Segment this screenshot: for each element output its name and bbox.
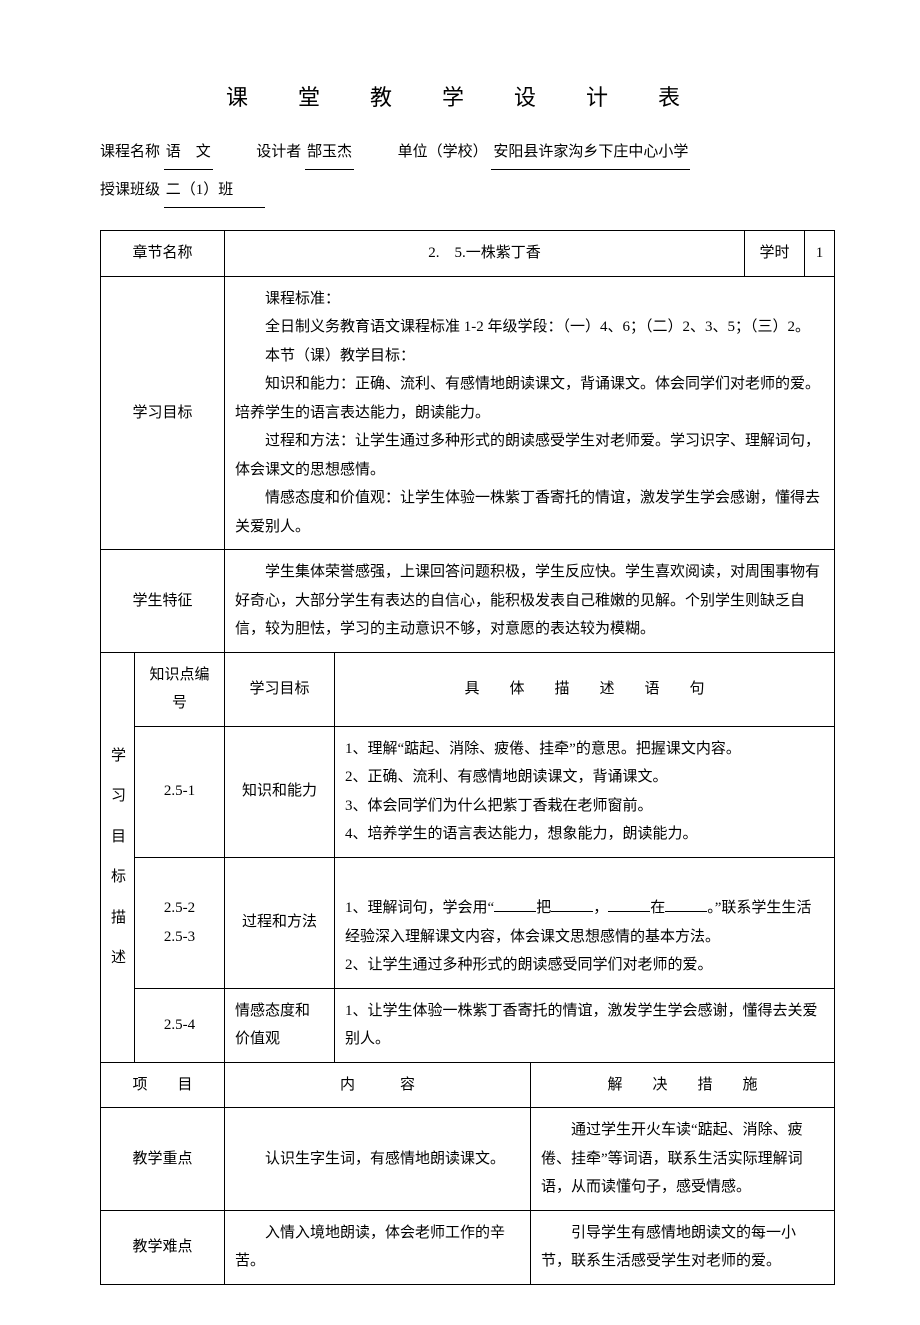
obj-2: 过程和方法	[225, 857, 335, 988]
desc-2-pre: 1、理解词句，学会用“	[345, 900, 494, 916]
section-label: 章节名称	[101, 231, 225, 277]
designer-value: 郜玉杰	[305, 136, 354, 170]
student-text-cell: 学生集体荣誉感强，上课回答问题积极，学生反应快。学生喜欢阅读，对周围事物有好奇心…	[225, 550, 835, 653]
goal-label: 学习目标	[101, 276, 225, 550]
row-keypoint: 教学重点 认识生字生词，有感情地朗读课文。 通过学生开火车读“踮起、消除、疲倦、…	[101, 1108, 835, 1211]
objdesc-side: 学 习 目 标 描 述	[101, 652, 135, 1062]
content-difficulty: 入情入境地朗读，体会老师工作的辛苦。	[235, 1219, 520, 1276]
unit-value: 安阳县许家沟乡下庄中心小学	[491, 136, 690, 170]
side-char-1: 习	[111, 776, 124, 817]
blank-1	[494, 896, 536, 912]
designer-label: 设计者	[256, 144, 301, 160]
class-label: 授课班级	[100, 182, 160, 198]
desc-2-text: 1、理解词句，学会用“把，在。”联系学生生活经验深入理解课文内容，体会课文思想感…	[345, 866, 824, 980]
content-difficulty-cell: 入情入境地朗读，体会老师工作的辛苦。	[225, 1210, 531, 1284]
measure-keypoint: 通过学生开火车读“踮起、消除、疲倦、挂牵”等词语，联系生活实际理解词语，从而读懂…	[541, 1116, 824, 1202]
goal-p4: 知识和能力：正确、流利、有感情地朗读课文，背诵课文。体会同学们对老师的爱。培养学…	[235, 370, 824, 427]
obj-3: 情感态度和价值观	[225, 988, 335, 1062]
goal-p1: 课程标准：	[235, 285, 824, 314]
row-goal: 学习目标 课程标准： 全日制义务教育语文课程标准 1-2 年级学段：（一）4、6…	[101, 276, 835, 550]
goal-text: 课程标准： 全日制义务教育语文课程标准 1-2 年级学段：（一）4、6；（二）2…	[225, 276, 835, 550]
row-objdesc-header: 学 习 目 标 描 述 知识点编 号 学习目标 具 体 描 述 语 句	[101, 652, 835, 726]
desc-2-m2: ，	[593, 900, 608, 916]
design-table: 章节名称 2. 5.一株紫丁香 学时 1 学习目标 课程标准： 全日制义务教育语…	[100, 230, 835, 1285]
col-content: 内 容	[225, 1062, 531, 1108]
col-item: 项 目	[101, 1062, 225, 1108]
col-measure: 解 决 措 施	[531, 1062, 835, 1108]
content-keypoint: 认识生字生词，有感情地朗读课文。	[235, 1145, 520, 1174]
measure-difficulty-cell: 引导学生有感情地朗读文的每一小节，联系生活感受学生对老师的爱。	[531, 1210, 835, 1284]
blank-3	[608, 896, 650, 912]
desc-3-text: 1、让学生体验一株紫丁香寄托的情谊，激发学生学会感谢，懂得去关爱别人。	[345, 997, 824, 1054]
goal-p2: 全日制义务教育语文课程标准 1-2 年级学段：（一）4、6；（二）2、3、5；（…	[235, 313, 824, 342]
goal-p6: 情感态度和价值观：让学生体验一株紫丁香寄托的情谊，激发学生学会感谢，懂得去关爱别…	[235, 484, 824, 541]
section-value: 2. 5.一株紫丁香	[225, 231, 745, 277]
measure-keypoint-cell: 通过学生开火车读“踮起、消除、疲倦、挂牵”等词语，联系生活实际理解词语，从而读懂…	[531, 1108, 835, 1211]
row-difficulty: 教学难点 入情入境地朗读，体会老师工作的辛苦。 引导学生有感情地朗读文的每一小节…	[101, 1210, 835, 1284]
desc-1: 1、理解“踮起、消除、疲倦、挂牵”的意思。把握课文内容。 2、正确、流利、有感情…	[335, 726, 835, 857]
side-char-5: 述	[111, 938, 124, 979]
kp-3: 2.5-4	[135, 988, 225, 1062]
meta-line-1: 课程名称 语 文 设计者 郜玉杰 单位（学校） 安阳县许家沟乡下庄中心小学	[100, 136, 820, 170]
blank-2	[551, 896, 593, 912]
student-label: 学生特征	[101, 550, 225, 653]
measure-difficulty: 引导学生有感情地朗读文的每一小节，联系生活感受学生对老师的爱。	[541, 1219, 824, 1276]
col-desc: 具 体 描 述 语 句	[335, 652, 835, 726]
hours-value: 1	[805, 231, 835, 277]
class-value: 二（1）班	[164, 174, 266, 208]
student-text: 学生集体荣誉感强，上课回答问题积极，学生反应快。学生喜欢阅读，对周围事物有好奇心…	[235, 558, 824, 644]
side-char-0: 学	[111, 736, 124, 777]
blank-4	[665, 896, 707, 912]
obj-1: 知识和能力	[225, 726, 335, 857]
goal-p3: 本节（课）教学目标：	[235, 342, 824, 371]
row-objdesc-1: 2.5-1 知识和能力 1、理解“踮起、消除、疲倦、挂牵”的意思。把握课文内容。…	[101, 726, 835, 857]
col-obj: 学习目标	[225, 652, 335, 726]
desc-1-text: 1、理解“踮起、消除、疲倦、挂牵”的意思。把握课文内容。 2、正确、流利、有感情…	[345, 735, 824, 849]
meta-line-2: 授课班级 二（1）班	[100, 174, 820, 208]
kp-1: 2.5-1	[135, 726, 225, 857]
desc-2-m1: 把	[536, 900, 551, 916]
row-student: 学生特征 学生集体荣誉感强，上课回答问题积极，学生反应快。学生喜欢阅读，对周围事…	[101, 550, 835, 653]
side-char-2: 目	[111, 817, 124, 858]
side-char-4: 描	[111, 898, 124, 939]
course-value: 语 文	[164, 136, 213, 170]
row-section: 章节名称 2. 5.一株紫丁香 学时 1	[101, 231, 835, 277]
desc-2-m3: 在	[650, 900, 665, 916]
hours-label: 学时	[745, 231, 805, 277]
col-kp: 知识点编 号	[135, 652, 225, 726]
row-bottom-header: 项 目 内 容 解 决 措 施	[101, 1062, 835, 1108]
unit-label: 单位（学校）	[398, 144, 488, 160]
desc-3: 1、让学生体验一株紫丁香寄托的情谊，激发学生学会感谢，懂得去关爱别人。	[335, 988, 835, 1062]
row-objdesc-2: 2.5-2 2.5-3 过程和方法 1、理解词句，学会用“把，在。”联系学生生活…	[101, 857, 835, 988]
page-title: 课 堂 教 学 设 计 表	[100, 80, 820, 112]
desc-2: 1、理解词句，学会用“把，在。”联系学生生活经验深入理解课文内容，体会课文思想感…	[335, 857, 835, 988]
row-objdesc-3: 2.5-4 情感态度和价值观 1、让学生体验一株紫丁香寄托的情谊，激发学生学会感…	[101, 988, 835, 1062]
item-keypoint: 教学重点	[101, 1108, 225, 1211]
course-label: 课程名称	[100, 144, 160, 160]
item-difficulty: 教学难点	[101, 1210, 225, 1284]
content-keypoint-cell: 认识生字生词，有感情地朗读课文。	[225, 1108, 531, 1211]
side-char-3: 标	[111, 857, 124, 898]
goal-p5: 过程和方法：让学生通过多种形式的朗读感受学生对老师爱。学习识字、理解词句，体会课…	[235, 427, 824, 484]
kp-2: 2.5-2 2.5-3	[135, 857, 225, 988]
